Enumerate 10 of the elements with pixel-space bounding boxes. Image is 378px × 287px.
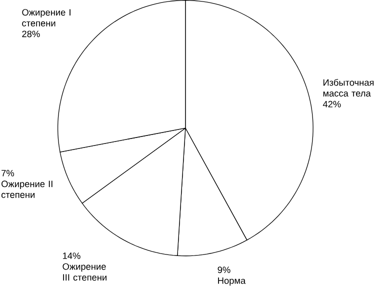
slice-label: Ожирение I степени bbox=[22, 9, 70, 27]
data-label: 42% bbox=[322, 100, 341, 108]
data-label: 9% bbox=[218, 266, 230, 274]
data-label: 7% bbox=[2, 170, 14, 176]
slice-label: Ожирение II степени bbox=[1, 180, 52, 198]
slice-label: Норма bbox=[218, 278, 246, 286]
slice-label: Ожирение III степени bbox=[62, 263, 106, 281]
slice-label: Избыточная масса тела bbox=[323, 79, 374, 97]
data-label: 28% bbox=[22, 30, 40, 38]
data-label: 14% bbox=[63, 252, 80, 260]
